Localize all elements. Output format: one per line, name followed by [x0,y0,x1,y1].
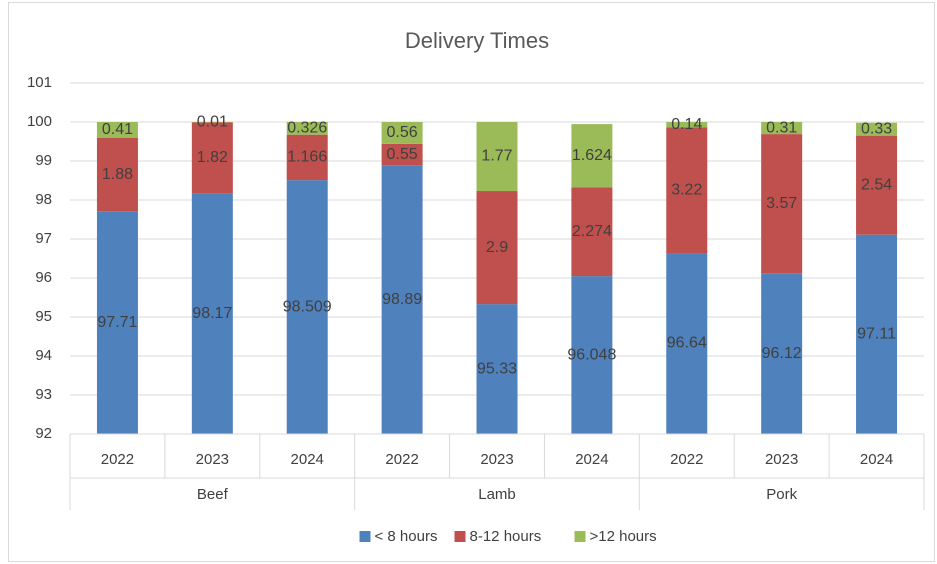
y-tick-label: 101 [27,74,52,91]
data-label: 98.17 [192,305,232,322]
data-label: 0.41 [102,121,133,138]
data-label: 1.166 [287,149,327,166]
data-label: 1.82 [197,149,228,166]
bar-segment [191,122,233,194]
data-label: 96.048 [567,346,616,363]
x-tick-label: 2022 [101,451,134,468]
y-tick-label: 98 [35,191,52,208]
bar-segment [761,273,803,434]
group-label: Pork [766,486,797,503]
x-tick-label: 2023 [480,451,513,468]
y-tick-label: 97 [35,230,52,247]
data-label: 2.54 [861,176,892,193]
group-label: Beef [197,486,229,503]
legend-swatch [454,531,466,542]
bar-segment [761,134,803,274]
group-label: Lamb [478,486,516,503]
bar-segment [286,180,328,434]
bar-segment [381,165,423,435]
legend-label: >12 hours [590,528,657,545]
bar-segment [761,122,803,135]
data-label: 0.326 [287,120,327,137]
data-label: 96.64 [667,335,707,352]
legend-label: 8-12 hours [470,528,542,545]
bar-segment [666,127,708,254]
x-tick-label: 2023 [765,451,798,468]
bar-segment [476,191,518,305]
x-tick-label: 2022 [385,451,418,468]
legend-swatch [574,531,586,542]
bar-segment [96,137,138,212]
y-tick-label: 94 [35,347,52,364]
bar-segment [96,211,138,434]
bar-segment [571,187,613,277]
bar-segment [381,143,423,166]
data-label: 1.88 [102,166,133,183]
chart-title: Delivery Times [405,28,549,53]
data-label: 0.56 [387,124,418,141]
bar-segment [286,121,328,135]
bar-segment [856,135,898,235]
bar-segment [856,234,898,434]
data-label: 1.624 [572,147,612,164]
data-label: 2.9 [486,239,508,256]
data-label: 97.11 [857,326,896,343]
data-label: 97.71 [97,314,137,331]
y-tick-label: 96 [35,269,52,286]
x-tick-label: 2022 [670,451,703,468]
data-label: 0.55 [387,146,418,163]
data-label: 0.01 [197,113,228,130]
bar-segment [476,122,518,192]
data-label: 0.31 [766,119,797,136]
y-tick-label: 92 [35,425,52,442]
data-label: 3.57 [766,195,797,212]
data-label: 95.33 [477,360,517,377]
data-label: 96.12 [762,345,802,362]
bar-segment [571,276,613,434]
y-tick-label: 93 [35,386,52,403]
bar-segment [666,122,708,128]
bar-segment [381,122,423,144]
y-tick-label: 100 [27,113,52,130]
data-label: 98.509 [283,298,332,315]
data-label: 2.274 [572,223,612,240]
bar-segment [476,304,518,434]
bar-segment [856,122,898,136]
x-tick-label: 2024 [575,451,608,468]
bar-segment [666,253,708,434]
data-label: 3.22 [671,181,702,198]
bar-segment [96,122,138,138]
x-tick-label: 2024 [860,451,893,468]
data-label: 0.33 [861,120,892,137]
y-tick-label: 95 [35,308,52,325]
data-label: 98.89 [382,291,422,308]
legend-label: < 8 hours [375,528,438,545]
legend-swatch [359,531,371,542]
x-tick-label: 2023 [196,451,229,468]
bar-segment [286,134,328,181]
data-label: 1.77 [481,148,512,165]
x-tick-label: 2024 [291,451,324,468]
y-tick-label: 99 [35,152,52,169]
bar-segment [571,124,613,188]
bar-segment [191,193,233,434]
data-label: 0.14 [671,116,702,133]
